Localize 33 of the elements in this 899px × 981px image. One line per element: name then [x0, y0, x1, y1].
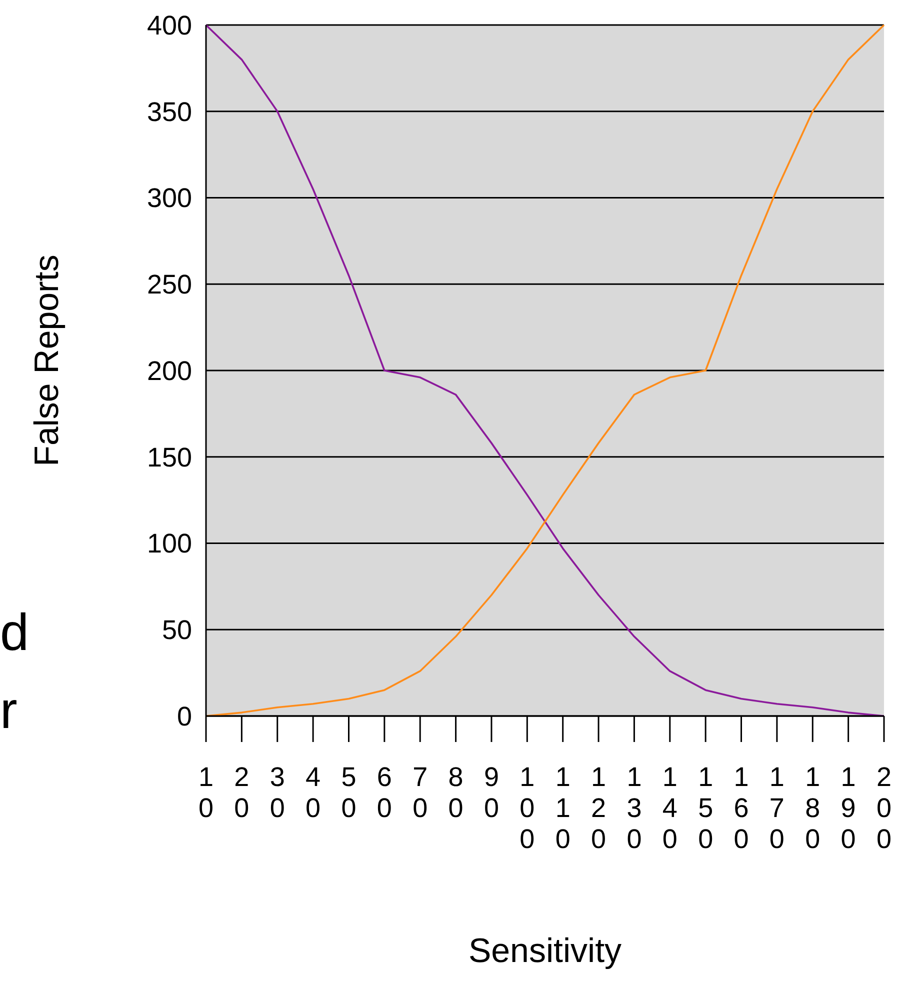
x-tick-label: 40 — [306, 762, 321, 823]
x-tick-label: 20 — [234, 762, 250, 823]
y-tick-label: 0 — [176, 701, 192, 732]
y-tick-label: 200 — [146, 356, 192, 386]
x-axis-title: Sensitivity — [468, 932, 622, 970]
x-tick-label: 160 — [734, 762, 749, 854]
x-tick-label: 170 — [769, 762, 784, 854]
text: r — [0, 682, 18, 740]
x-tick-label: 50 — [341, 762, 356, 823]
y-tick-label: 300 — [146, 183, 192, 214]
text: d — [0, 604, 29, 662]
x-tick-label: 100 — [520, 762, 535, 854]
x-tick-label: 30 — [270, 762, 285, 823]
x-tick-label: 150 — [698, 762, 714, 854]
y-tick-label: 350 — [146, 96, 192, 127]
y-tick-label: 400 — [146, 10, 192, 40]
x-tick-label: 190 — [840, 762, 856, 854]
x-tick-label: 80 — [448, 762, 464, 823]
y-tick-label: 50 — [162, 615, 192, 646]
y-tick-label: 250 — [146, 270, 192, 300]
x-tick-label: 70 — [412, 762, 428, 823]
x-tick-label: 140 — [662, 762, 678, 854]
x-tick-label: 130 — [626, 762, 642, 854]
x-tick-label: 10 — [198, 762, 214, 823]
y-tick-label: 100 — [146, 528, 192, 559]
y-tick-label: 150 — [146, 442, 192, 472]
x-tick-label: 120 — [591, 762, 606, 854]
y-axis-title: False Reports — [28, 254, 66, 466]
x-tick-label: 180 — [805, 762, 820, 854]
x-tick-label: 200 — [876, 762, 892, 854]
x-tick-label: 110 — [555, 762, 570, 854]
x-tick-label: 60 — [376, 762, 392, 823]
x-tick-label: 90 — [484, 762, 499, 823]
